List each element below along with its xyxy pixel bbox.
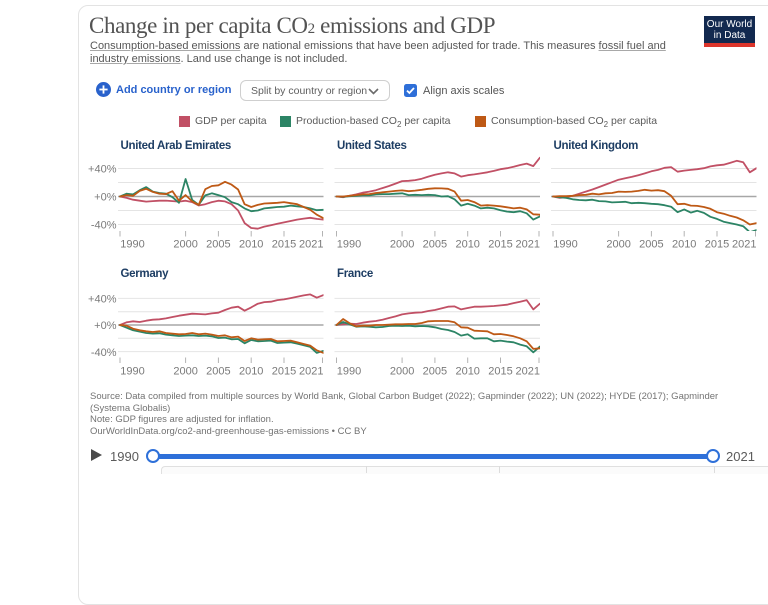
svg-text:2021: 2021 <box>299 239 323 251</box>
svg-text:-40%: -40% <box>91 220 117 232</box>
svg-text:1990: 1990 <box>337 239 361 251</box>
svg-text:2005: 2005 <box>206 366 230 378</box>
svg-text:2000: 2000 <box>173 366 197 378</box>
svg-text:+0%: +0% <box>94 320 117 332</box>
svg-text:2021: 2021 <box>732 239 756 251</box>
svg-text:2000: 2000 <box>390 366 414 378</box>
svg-text:1990: 1990 <box>553 239 577 251</box>
svg-text:+40%: +40% <box>88 164 117 176</box>
svg-text:France: France <box>337 268 373 280</box>
svg-text:2010: 2010 <box>672 239 696 251</box>
svg-text:+0%: +0% <box>94 192 117 204</box>
svg-text:2015: 2015 <box>488 366 512 378</box>
svg-text:1990: 1990 <box>120 239 144 251</box>
svg-text:Germany: Germany <box>121 268 170 280</box>
svg-text:2000: 2000 <box>390 239 414 251</box>
svg-text:United States: United States <box>337 140 407 152</box>
svg-text:2015: 2015 <box>272 239 296 251</box>
svg-text:2010: 2010 <box>239 239 263 251</box>
svg-text:United Kingdom: United Kingdom <box>554 140 639 152</box>
svg-text:2021: 2021 <box>516 239 540 251</box>
svg-text:2015: 2015 <box>272 366 296 378</box>
svg-text:2015: 2015 <box>705 239 729 251</box>
svg-text:2005: 2005 <box>206 239 230 251</box>
svg-text:+40%: +40% <box>88 294 117 306</box>
svg-text:2000: 2000 <box>606 239 630 251</box>
svg-text:2000: 2000 <box>173 239 197 251</box>
svg-text:2021: 2021 <box>516 366 540 378</box>
svg-text:2005: 2005 <box>423 239 447 251</box>
svg-text:1990: 1990 <box>120 366 144 378</box>
svg-text:2005: 2005 <box>639 239 663 251</box>
svg-text:2021: 2021 <box>299 366 323 378</box>
svg-text:2005: 2005 <box>423 366 447 378</box>
svg-text:2010: 2010 <box>239 366 263 378</box>
svg-text:2015: 2015 <box>488 239 512 251</box>
svg-text:-40%: -40% <box>91 347 117 359</box>
svg-text:2010: 2010 <box>455 239 479 251</box>
svg-text:1990: 1990 <box>337 366 361 378</box>
svg-text:2010: 2010 <box>455 366 479 378</box>
svg-text:United Arab Emirates: United Arab Emirates <box>121 140 232 152</box>
